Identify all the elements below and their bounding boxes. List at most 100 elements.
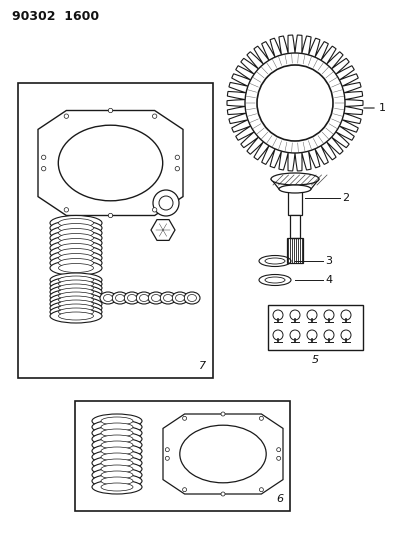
Circle shape <box>165 456 169 461</box>
Circle shape <box>306 330 316 340</box>
Ellipse shape <box>59 276 93 284</box>
Ellipse shape <box>50 305 102 319</box>
Ellipse shape <box>115 295 124 302</box>
Ellipse shape <box>179 425 265 483</box>
Polygon shape <box>227 35 362 171</box>
Ellipse shape <box>101 459 133 467</box>
Ellipse shape <box>92 414 142 428</box>
Ellipse shape <box>59 284 93 292</box>
Bar <box>287 189 301 215</box>
Ellipse shape <box>92 420 142 434</box>
Circle shape <box>41 155 46 159</box>
Ellipse shape <box>50 236 102 251</box>
Circle shape <box>272 330 282 340</box>
Circle shape <box>182 488 186 491</box>
Polygon shape <box>151 220 174 240</box>
Ellipse shape <box>278 185 310 193</box>
Circle shape <box>289 310 299 320</box>
Ellipse shape <box>101 483 133 491</box>
Text: 5: 5 <box>311 355 318 365</box>
Ellipse shape <box>59 296 93 304</box>
Text: 2: 2 <box>341 193 348 203</box>
Bar <box>18 83 213 378</box>
Circle shape <box>221 412 225 416</box>
Ellipse shape <box>101 423 133 431</box>
Ellipse shape <box>59 312 93 320</box>
Ellipse shape <box>50 273 102 287</box>
Ellipse shape <box>59 244 93 253</box>
Ellipse shape <box>139 295 148 302</box>
Circle shape <box>108 108 112 112</box>
Circle shape <box>221 492 225 496</box>
Ellipse shape <box>59 300 93 308</box>
Circle shape <box>276 456 280 461</box>
Circle shape <box>256 65 332 141</box>
Ellipse shape <box>124 292 140 304</box>
Ellipse shape <box>258 274 290 286</box>
Polygon shape <box>270 179 318 189</box>
Circle shape <box>152 208 156 212</box>
Ellipse shape <box>50 297 102 311</box>
Circle shape <box>323 330 333 340</box>
Ellipse shape <box>58 125 162 201</box>
Ellipse shape <box>92 456 142 470</box>
Ellipse shape <box>101 417 133 425</box>
Polygon shape <box>38 110 182 215</box>
Ellipse shape <box>59 259 93 268</box>
Ellipse shape <box>175 295 184 302</box>
Circle shape <box>289 330 299 340</box>
Bar <box>289 215 299 238</box>
Ellipse shape <box>50 251 102 265</box>
Circle shape <box>153 190 178 216</box>
Ellipse shape <box>50 230 102 246</box>
Ellipse shape <box>101 447 133 455</box>
Ellipse shape <box>59 223 93 232</box>
Ellipse shape <box>148 292 164 304</box>
Ellipse shape <box>103 295 112 302</box>
Text: 1: 1 <box>378 103 385 113</box>
Ellipse shape <box>92 426 142 440</box>
Ellipse shape <box>50 221 102 236</box>
Ellipse shape <box>264 258 284 264</box>
Circle shape <box>340 310 350 320</box>
Circle shape <box>340 330 350 340</box>
Ellipse shape <box>59 308 93 316</box>
Ellipse shape <box>50 285 102 299</box>
Circle shape <box>306 310 316 320</box>
Ellipse shape <box>50 309 102 323</box>
Ellipse shape <box>50 281 102 295</box>
Ellipse shape <box>160 292 176 304</box>
Circle shape <box>159 196 172 210</box>
Ellipse shape <box>187 295 196 302</box>
Circle shape <box>64 208 69 212</box>
Ellipse shape <box>101 435 133 443</box>
Ellipse shape <box>59 233 93 243</box>
Circle shape <box>259 416 263 421</box>
Circle shape <box>152 114 156 118</box>
Ellipse shape <box>92 480 142 494</box>
Ellipse shape <box>50 293 102 307</box>
Circle shape <box>259 488 263 491</box>
Ellipse shape <box>59 280 93 288</box>
Ellipse shape <box>50 246 102 261</box>
Ellipse shape <box>92 468 142 482</box>
Ellipse shape <box>101 477 133 485</box>
Ellipse shape <box>172 292 188 304</box>
Ellipse shape <box>50 301 102 315</box>
Circle shape <box>175 155 179 159</box>
Circle shape <box>272 310 282 320</box>
Ellipse shape <box>59 254 93 262</box>
Ellipse shape <box>264 277 284 283</box>
Ellipse shape <box>258 255 290 266</box>
Ellipse shape <box>136 292 152 304</box>
Ellipse shape <box>101 465 133 473</box>
Circle shape <box>323 310 333 320</box>
Ellipse shape <box>92 438 142 452</box>
Circle shape <box>244 53 344 153</box>
Text: 3: 3 <box>324 256 331 266</box>
Ellipse shape <box>270 173 318 185</box>
Ellipse shape <box>59 219 93 228</box>
Ellipse shape <box>92 444 142 458</box>
Text: 90302  1600: 90302 1600 <box>12 10 99 23</box>
Ellipse shape <box>92 474 142 488</box>
